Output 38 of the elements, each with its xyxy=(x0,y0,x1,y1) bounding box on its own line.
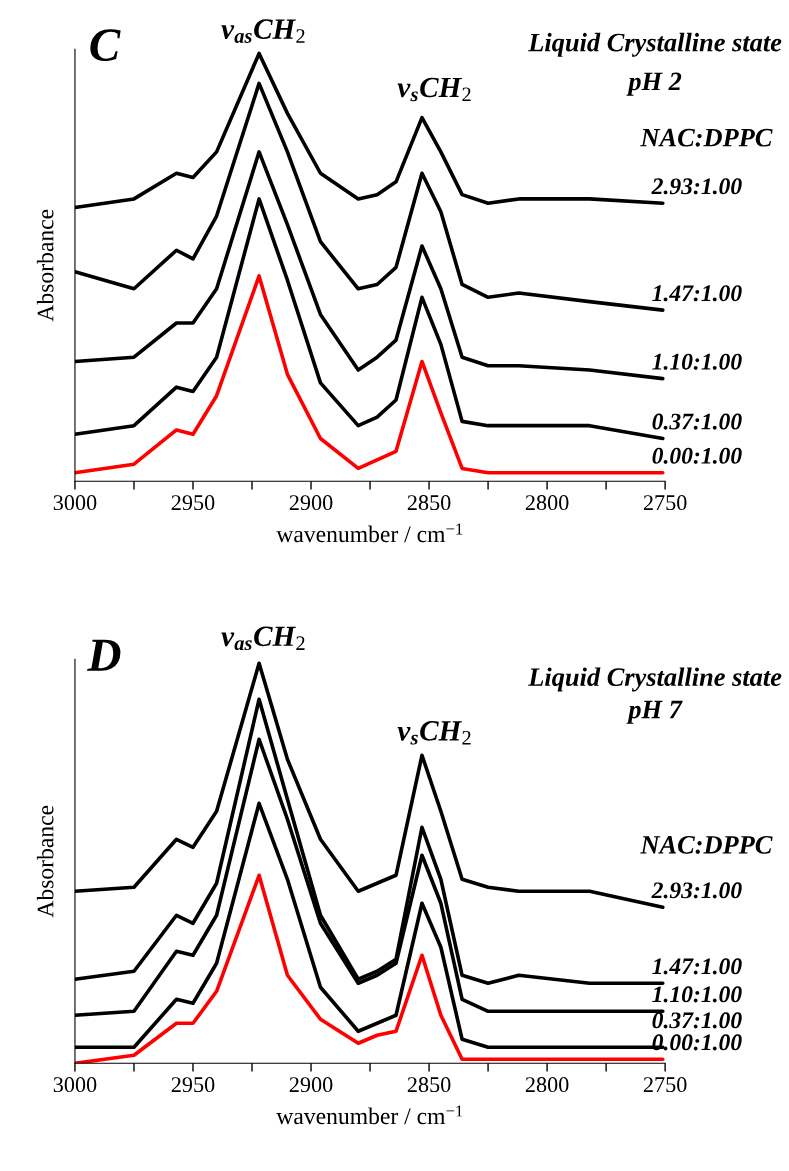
series-label: 2.93:1.00 xyxy=(651,882,742,899)
series-label: 2.93:1.00 xyxy=(651,178,742,195)
text: ν$_{as}$CH$_{2}$ xyxy=(221,19,305,43)
text: pH 2 xyxy=(626,72,682,96)
x-axis-title: wavenumber / cm$^{−1}$ xyxy=(276,1105,463,1125)
series-label: 0.37:1.00 xyxy=(652,413,742,430)
series-label: 0.00:1.00 xyxy=(652,447,742,464)
x-axis-title: wavenumber / cm$^{−1}$ xyxy=(276,523,463,543)
series-label: 1.47:1.00 xyxy=(652,958,742,975)
x-tick-label: 2750 xyxy=(643,1077,687,1093)
series-label: 1.47:1.00 xyxy=(652,285,742,302)
annotation: ν$_{s}$CH$_{2}$ xyxy=(397,721,471,745)
x-tick-label: 2950 xyxy=(171,1077,215,1093)
annotation: C xyxy=(90,29,121,61)
x-tick-label: 2900 xyxy=(289,495,333,511)
y-axis-title: Absorbance xyxy=(36,805,54,918)
x-tick-label: 2850 xyxy=(407,495,451,511)
annotation: ν$_{s}$CH$_{2}$ xyxy=(397,77,471,102)
series-label: 1.10:1.00 xyxy=(652,986,742,1003)
x-tick-label: 2950 xyxy=(171,495,215,511)
series-label: 1.10:1.00 xyxy=(652,353,742,370)
text: ν$_{as}$CH$_{2}$ xyxy=(221,626,305,651)
x-tick-label: 2850 xyxy=(407,1077,451,1093)
x-tick-label: 2900 xyxy=(289,1077,333,1093)
x-tick-label: 2800 xyxy=(525,1077,569,1093)
text: pH 7 xyxy=(626,700,683,724)
legend-title: NAC:DPPC xyxy=(640,128,773,147)
chart-title: Liquid Crystalline state xyxy=(528,667,782,692)
series-label: 0.00:1.00 xyxy=(652,1034,742,1051)
chart-title: Liquid Crystalline state xyxy=(528,32,782,57)
series-label: 0.37:1.00 xyxy=(652,1012,742,1029)
x-tick-label: 3000 xyxy=(53,495,97,511)
y-axis-title: Absorbance xyxy=(36,209,54,322)
x-tick-label: 2750 xyxy=(643,495,687,511)
x-tick-label: 3000 xyxy=(53,1077,97,1093)
annotation: D xyxy=(87,639,121,671)
legend-title: NAC:DPPC xyxy=(640,836,773,854)
x-tick-label: 2800 xyxy=(525,495,569,511)
